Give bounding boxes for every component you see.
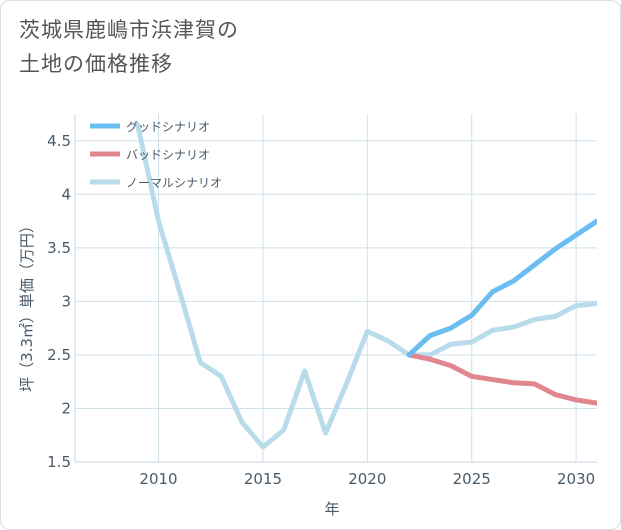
y-tick-label: 4.5 (47, 132, 71, 150)
series-line-2 (135, 122, 597, 450)
y-tick-label: 2.5 (47, 346, 71, 364)
y-axis-label: 坪（3.3㎡）単価（万円） (18, 218, 36, 392)
x-tick-label: 2030 (557, 470, 595, 488)
legend-label-1: バッドシナリオ (126, 148, 210, 162)
plot-frame (74, 114, 597, 463)
y-tick-label: 3.5 (47, 239, 71, 257)
title-line-2: 土地の価格推移 (19, 52, 173, 76)
y-tick-label: 1.5 (47, 453, 71, 471)
y-tick-label: 2 (61, 399, 71, 417)
x-tick-label: 2010 (139, 470, 177, 488)
y-tick-labels: 1.5 2 2.5 3 3.5 4 4.5 (47, 132, 71, 471)
legend-label-2: ノーマルシナリオ (126, 176, 222, 190)
chart-grid (75, 114, 597, 463)
x-tick-labels: 2010 2015 2020 2025 2030 (139, 470, 595, 488)
x-tick-label: 2015 (244, 470, 282, 488)
y-tick-label: 4 (61, 185, 71, 203)
page-title: 茨城県鹿嶋市浜津賀の 土地の価格推移 (19, 13, 239, 81)
series-line-0 (406, 218, 597, 358)
legend-label-0: グッドシナリオ (126, 120, 210, 134)
x-tick-label: 2020 (348, 470, 386, 488)
series-lines (135, 122, 597, 450)
x-tick-label: 2025 (453, 470, 491, 488)
title-line-1: 茨城県鹿嶋市浜津賀の (19, 18, 239, 42)
series-line-1 (406, 352, 597, 406)
y-tick-label: 3 (61, 292, 71, 310)
x-axis-label: 年 (324, 500, 339, 518)
